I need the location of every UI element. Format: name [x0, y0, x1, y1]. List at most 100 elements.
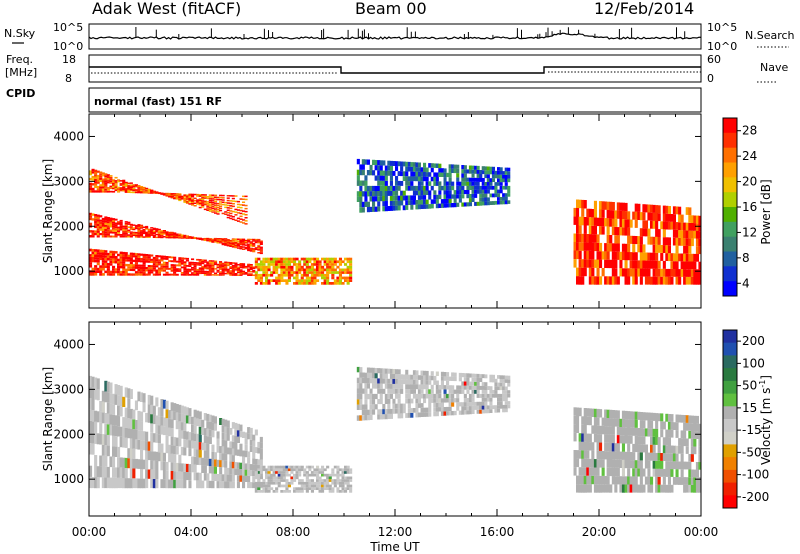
echo-cell: [191, 198, 195, 200]
echo-cell: [122, 183, 126, 185]
echo-cell: [461, 165, 465, 170]
echo-cell: [109, 382, 113, 394]
echo-cell: [377, 378, 381, 384]
echo-cell: [599, 484, 603, 493]
echo-cell: [588, 458, 592, 468]
echo-cell: [208, 239, 212, 242]
echo-cell: [191, 194, 195, 197]
echo-cell: [196, 480, 200, 489]
echo-cell: [170, 436, 174, 446]
echo-cell: [326, 481, 330, 485]
echo-cell: [91, 249, 95, 252]
echo-cell: [226, 481, 230, 489]
echo-cell: [359, 415, 363, 421]
echo-cell: [203, 259, 207, 262]
echo-cell: [377, 165, 381, 171]
echo-cell: [377, 368, 381, 374]
echo-cell: [262, 263, 266, 266]
echo-cell: [484, 182, 488, 186]
echo-cell: [601, 459, 605, 468]
echo-cell: [596, 408, 600, 418]
echo-cell: [652, 268, 656, 277]
echo-cell: [101, 260, 105, 263]
echo-cell: [387, 165, 391, 171]
echo-cell: [117, 261, 121, 264]
echo-cell: [331, 282, 335, 285]
echo-cell: [662, 421, 666, 430]
echo-cell: [397, 388, 401, 394]
echo-cell: [443, 389, 447, 394]
echo-cell: [576, 242, 580, 251]
echo-cell: [479, 405, 483, 410]
echo-cell: [145, 228, 149, 230]
echo-cell: [397, 374, 401, 380]
echo-cell: [203, 197, 207, 199]
echo-cell: [698, 462, 702, 470]
echo-cell: [578, 250, 582, 260]
echo-cell: [349, 479, 353, 482]
echo-cell: [124, 271, 128, 274]
echo-cell: [410, 181, 414, 186]
echo-cell: [229, 428, 233, 435]
echo-cell: [231, 461, 235, 469]
colorbar-swatch: [723, 469, 737, 484]
echo-cell: [384, 409, 388, 415]
echo-cell: [349, 271, 353, 274]
echo-cell: [127, 398, 131, 409]
echo-cell: [591, 276, 595, 285]
echo-cell: [132, 184, 136, 186]
echo-cell: [282, 273, 286, 277]
echo-cell: [236, 462, 240, 469]
echo-cell: [180, 262, 184, 265]
echo-cell: [229, 454, 233, 462]
echo-cell: [333, 279, 337, 282]
echo-cell: [183, 480, 187, 489]
echo-cell: [346, 479, 350, 482]
beam-label: Beam 00: [355, 0, 427, 18]
echo-cell: [208, 240, 212, 243]
echo-cell: [287, 468, 291, 472]
echo-cell: [117, 273, 121, 276]
echo-cell: [127, 188, 131, 190]
colorbar-swatch: [723, 177, 737, 193]
echo-cell: [300, 487, 304, 490]
echo-cell: [372, 373, 376, 379]
echo-cell: [193, 262, 197, 264]
echo-cell: [593, 200, 597, 210]
echo-cell: [326, 268, 330, 272]
echo-cell: [104, 250, 108, 253]
echo-cell: [456, 194, 460, 199]
echo-cell: [94, 432, 98, 444]
echo-cell: [338, 260, 342, 264]
echo-cell: [683, 276, 687, 285]
echo-cell: [99, 422, 103, 434]
echo-cell: [423, 398, 427, 404]
echo-cell: [229, 267, 233, 269]
echo-cell: [155, 397, 159, 407]
echo-cell: [685, 253, 689, 262]
echo-cell: [265, 276, 269, 280]
echo-cell: [180, 272, 184, 274]
echo-cell: [206, 264, 210, 267]
echo-cell: [267, 476, 271, 480]
echo-cell: [642, 436, 646, 445]
echo-cell: [208, 272, 212, 275]
echo-cell: [665, 437, 669, 446]
echo-cell: [507, 193, 511, 197]
echo-cell: [221, 453, 225, 461]
echo-cell: [180, 266, 184, 269]
colorbar-swatch: [723, 444, 737, 458]
echo-cell: [657, 452, 661, 461]
echo-cell: [471, 377, 475, 382]
echo-cell: [685, 484, 689, 493]
echo-cell: [140, 411, 144, 422]
echo-cell: [303, 257, 307, 261]
echo-cell: [208, 203, 212, 205]
echo-cell: [259, 268, 263, 272]
echo-cell: [239, 266, 243, 269]
echo-cell: [305, 279, 309, 282]
echo-cell: [137, 391, 141, 402]
echo-cell: [494, 182, 498, 186]
echo-cell: [173, 232, 177, 234]
echo-cell: [231, 244, 235, 246]
